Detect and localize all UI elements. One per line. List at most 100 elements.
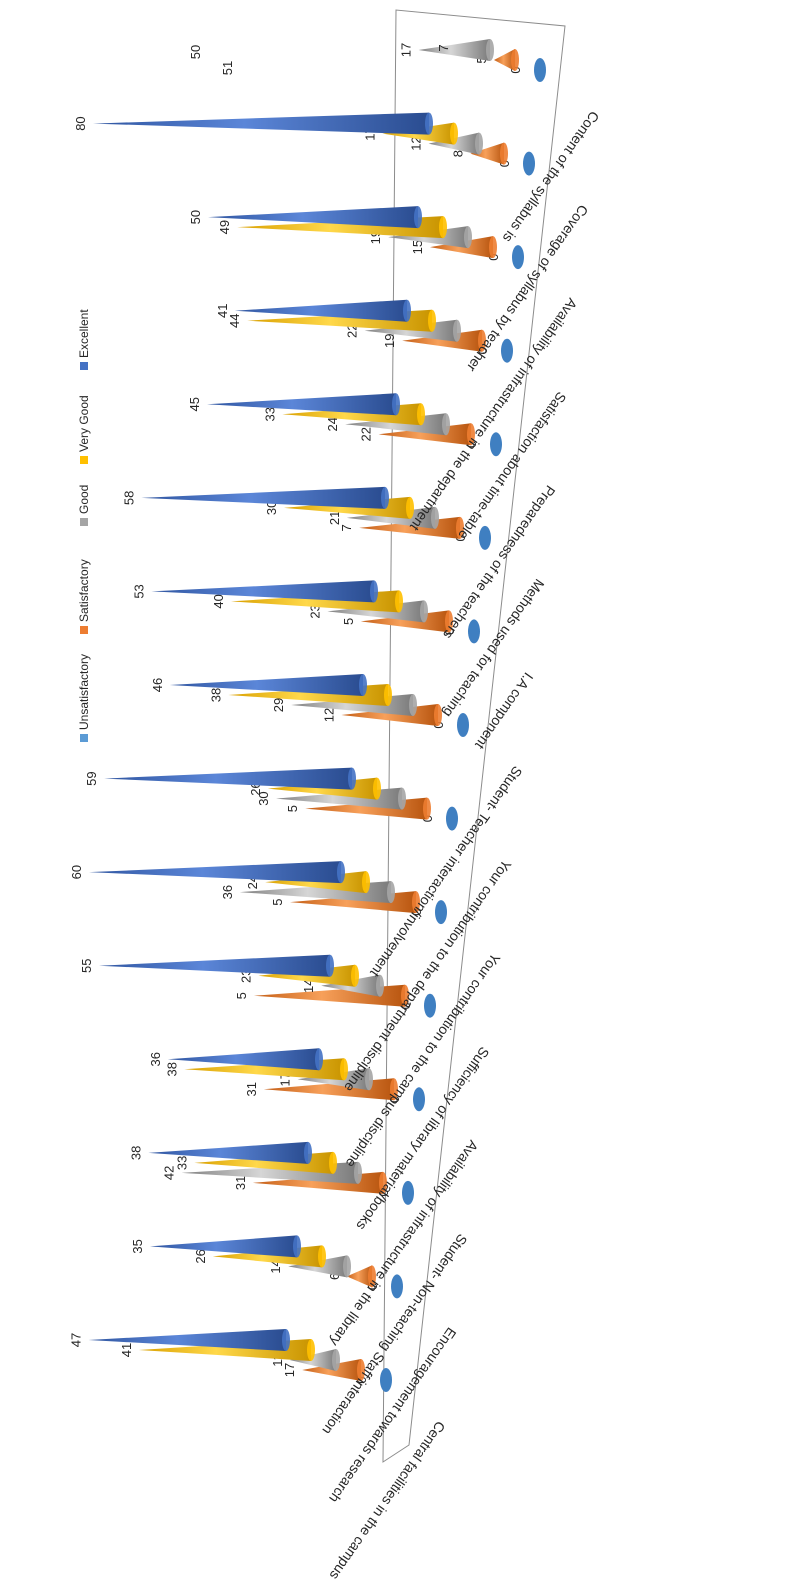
data-label-very_good-availability-of-infrastructure-in-the-department: 49 — [217, 220, 232, 234]
cone-base-excellent-i-a-component — [370, 580, 378, 603]
cone-base-excellent-sufficiency-of-library-material-books — [326, 954, 334, 977]
cone-base-good-student-non-teaching-staff-interaction — [354, 1161, 362, 1184]
legend-item-very-good: Very Good — [77, 395, 91, 464]
cone-excellent-coverage-of-syllabus-by-teacher — [93, 112, 429, 135]
cone-excellent-sufficiency-of-library-material-books — [99, 954, 330, 977]
legend-label-good: Good — [77, 485, 91, 514]
cone-unsatisfactory-availability-of-infrastructure-in-the-department — [512, 245, 524, 270]
cone-base-good-content-of-the-syllabus-is — [486, 39, 494, 61]
cone-good-central-facilities-in-the-campus — [289, 1349, 336, 1371]
cone-satisfactory-central-facilities-in-the-campus — [302, 1359, 361, 1381]
cone-base-very_good-i-a-component — [395, 590, 403, 613]
cone-base-excellent-student-non-teaching-staff-interaction — [304, 1141, 312, 1164]
category-label-coverage-of-syllabus-by-teacher: Coverage of syllabus by teacher — [464, 202, 592, 375]
data-label-good-your-contribution-to-the-department-discipline: 30 — [256, 791, 271, 805]
data-label-excellent-preparedness-of-the-teachers: 45 — [187, 397, 202, 411]
category-label-methods-used-for-teaching: Methods used for teaching — [440, 576, 548, 720]
data-label-excellent-sufficiency-of-library-material-books: 55 — [79, 958, 94, 972]
cone-unsatisfactory-encouragement-towards-research — [391, 1274, 403, 1299]
cone-satisfactory-satisfaction-about-time-table — [402, 329, 482, 352]
cone-base-excellent-your-contribution-to-the-department-discipline — [348, 767, 356, 790]
cone-satisfactory-encouragement-towards-research — [346, 1265, 372, 1288]
cone-base-satisfactory-availability-of-infrastructure-in-the-library — [390, 1078, 398, 1101]
cone-base-excellent-preparedness-of-the-teachers — [392, 393, 400, 416]
legend-label-unsatisfactory: Unsatisfactory — [77, 654, 91, 730]
data-label-very_good-student-non-teaching-staff-interaction: 33 — [174, 1156, 189, 1170]
data-label-very_good-methods-used-for-teaching: 30 — [264, 501, 279, 515]
data-label-excellent-coverage-of-syllabus-by-teacher: 80 — [73, 116, 88, 130]
cone-base-satisfactory-encouragement-towards-research — [368, 1265, 376, 1288]
cone-unsatisfactory-coverage-of-syllabus-by-teacher — [523, 151, 535, 176]
data-label-good-sufficiency-of-library-material-books: 14 — [301, 978, 316, 992]
cone-excellent-your-contribution-to-the-department-discipline — [104, 767, 352, 790]
data-label-excellent-i-a-component: 53 — [131, 584, 146, 598]
chart-marks: 0517081217800151949500192244410222433450… — [69, 39, 546, 1392]
cone-base-very_good-coverage-of-syllabus-by-teacher — [450, 122, 458, 145]
cone-base-excellent-your-contribution-to-the-campus-discipline — [337, 861, 345, 884]
data-label-satisfactory-content-of-the-syllabus-is: 5 — [474, 56, 489, 63]
cone-base-very_good-student-teacher-interaction-involvement — [384, 684, 392, 706]
category-label-content-of-the-syllabus-is: Content of the syllabus is — [500, 108, 603, 245]
data-label-very_good-i-a-component: 40 — [211, 594, 226, 608]
cone-excellent-student-non-teaching-staff-interaction — [148, 1141, 308, 1164]
cone-unsatisfactory-availability-of-infrastructure-in-the-library — [413, 1087, 425, 1112]
data-label-excellent-satisfaction-about-time-table: 41 — [215, 303, 230, 317]
cone-unsatisfactory-methods-used-for-teaching — [479, 525, 491, 550]
data-label-good-preparedness-of-the-teachers: 24 — [325, 417, 340, 431]
data-label-very_good-availability-of-infrastructure-in-the-library: 38 — [164, 1062, 179, 1076]
cone-base-satisfactory-satisfaction-about-time-table — [478, 329, 486, 352]
data-label-excellent-availability-of-infrastructure-in-the-library: 36 — [148, 1052, 163, 1066]
cone-excellent-encouragement-towards-research — [150, 1235, 297, 1258]
data-label-good-i-a-component: 23 — [307, 604, 322, 618]
cone-satisfactory-coverage-of-syllabus-by-teacher — [470, 142, 504, 165]
cone-base-excellent-satisfaction-about-time-table — [403, 299, 411, 322]
cone-unsatisfactory-central-facilities-in-the-campus — [380, 1368, 392, 1392]
data-label-satisfactory-student-non-teaching-staff-interaction: 31 — [233, 1176, 248, 1190]
legend-swatch-good — [80, 518, 88, 526]
cone-base-very_good-central-facilities-in-the-campus — [307, 1339, 315, 1361]
data-label-extra: 7 — [436, 44, 451, 51]
data-label-extra: 51 — [220, 61, 235, 75]
cone-unsatisfactory-sufficiency-of-library-material-books — [424, 993, 436, 1018]
data-label-satisfactory-i-a-component: 5 — [341, 618, 356, 625]
data-label-good-coverage-of-syllabus-by-teacher: 12 — [409, 136, 424, 150]
data-label-good-student-teacher-interaction-involvement: 29 — [271, 698, 286, 712]
cone-base-very_good-student-non-teaching-staff-interaction — [329, 1151, 337, 1174]
cone-unsatisfactory-satisfaction-about-time-table — [501, 338, 513, 363]
data-label-satisfactory-preparedness-of-the-teachers: 22 — [359, 427, 374, 441]
cone-unsatisfactory-your-contribution-to-the-campus-discipline — [435, 900, 447, 925]
cone-base-very_good-your-contribution-to-the-department-discipline — [373, 777, 381, 800]
cone-excellent-availability-of-infrastructure-in-the-department — [208, 206, 418, 229]
cone-base-good-availability-of-infrastructure-in-the-library — [365, 1068, 373, 1091]
data-label-satisfactory-central-facilities-in-the-campus: 17 — [282, 1363, 297, 1377]
data-label-extra: 50 — [188, 45, 203, 59]
category-label-central-facilities-in-the-campus: Central facilities in the campus — [327, 1418, 449, 1583]
cone-base-good-sufficiency-of-library-material-books — [376, 974, 384, 997]
cone-base-very_good-satisfaction-about-time-table — [428, 309, 436, 332]
cone-base-satisfactory-i-a-component — [445, 610, 453, 633]
legend-swatch-satisfactory — [80, 626, 88, 634]
data-label-satisfactory-coverage-of-syllabus-by-teacher: 8 — [450, 150, 465, 157]
cone-base-excellent-central-facilities-in-the-campus — [282, 1329, 290, 1351]
data-label-good-content-of-the-syllabus-is: 17 — [399, 43, 414, 57]
cone-excellent-availability-of-infrastructure-in-the-library — [167, 1048, 319, 1071]
cone-excellent-methods-used-for-teaching — [141, 486, 385, 509]
cone-unsatisfactory-student-non-teaching-staff-interaction — [402, 1180, 414, 1205]
legend-swatch-unsatisfactory — [80, 734, 88, 742]
cone-base-good-methods-used-for-teaching — [431, 506, 439, 529]
data-label-satisfactory-student-teacher-interaction-involvement: 12 — [321, 708, 336, 722]
cone-base-satisfactory-central-facilities-in-the-campus — [357, 1359, 365, 1381]
data-label-excellent-your-contribution-to-the-department-discipline: 59 — [84, 771, 99, 785]
cone-base-good-preparedness-of-the-teachers — [442, 413, 450, 436]
data-label-excellent-your-contribution-to-the-campus-discipline: 60 — [69, 865, 84, 879]
cone-base-satisfactory-student-non-teaching-staff-interaction — [379, 1171, 387, 1194]
data-label-good-your-contribution-to-the-campus-discipline: 36 — [220, 885, 235, 899]
data-label-very_good-student-teacher-interaction-involvement: 38 — [208, 688, 223, 702]
legend-item-good: Good — [77, 485, 91, 526]
legend-item-unsatisfactory: Unsatisfactory — [77, 654, 91, 742]
cone-base-good-i-a-component — [420, 600, 428, 623]
cone-excellent-central-facilities-in-the-campus — [88, 1329, 286, 1351]
cone-base-satisfactory-student-teacher-interaction-involvement — [434, 704, 442, 726]
cone-base-very_good-sufficiency-of-library-material-books — [351, 964, 359, 987]
cone-base-excellent-encouragement-towards-research — [293, 1235, 301, 1258]
